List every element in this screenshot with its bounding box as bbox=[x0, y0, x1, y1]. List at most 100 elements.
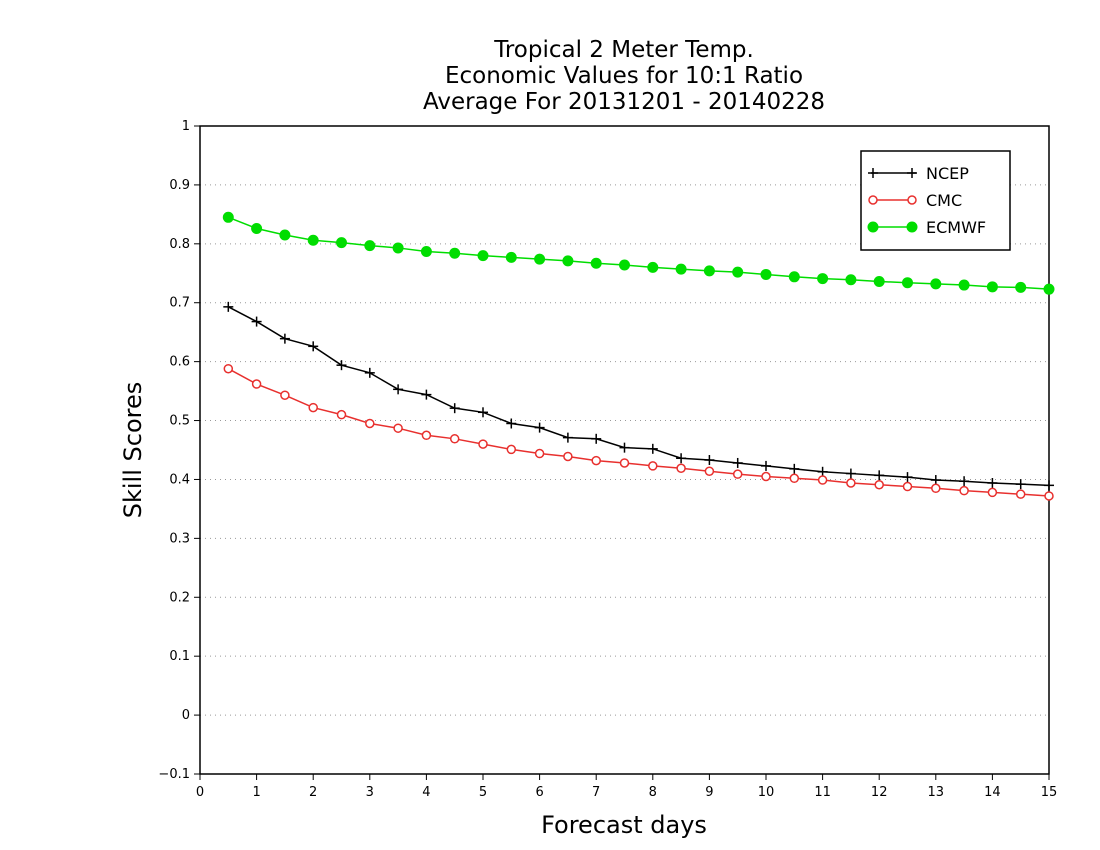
data-point-ecmwf bbox=[562, 255, 574, 267]
data-point-ecmwf bbox=[392, 242, 404, 254]
data-point-ncep bbox=[393, 384, 404, 395]
x-tick-label: 7 bbox=[592, 785, 600, 800]
data-point-cmc bbox=[336, 409, 347, 420]
data-point-cmc bbox=[676, 463, 686, 474]
data-point-ncep bbox=[789, 463, 800, 474]
data-point-ncep bbox=[364, 367, 375, 378]
data-point-ncep bbox=[902, 472, 913, 483]
data-point-ncep bbox=[704, 455, 715, 466]
data-point-ecmwf bbox=[930, 278, 942, 290]
data-point-ncep bbox=[1015, 479, 1026, 490]
data-point-ncep bbox=[1044, 480, 1054, 491]
data-point-ecmwf bbox=[760, 268, 772, 280]
data-point-cmc bbox=[563, 451, 573, 462]
data-point-ecmwf bbox=[251, 223, 263, 235]
data-point-ncep bbox=[874, 470, 885, 481]
data-point-ncep bbox=[562, 432, 573, 443]
data-point-cmc bbox=[280, 390, 290, 400]
data-point-cmc bbox=[591, 455, 601, 466]
data-point-ecmwf bbox=[307, 234, 319, 246]
y-tick-label: 0.1 bbox=[169, 649, 190, 664]
x-tick-label: 0 bbox=[196, 785, 204, 800]
y-tick-label: 0.3 bbox=[169, 531, 190, 546]
data-point-ncep bbox=[959, 476, 970, 487]
data-point-ecmwf bbox=[505, 251, 517, 263]
legend-items: NCEP CMC ECMWF bbox=[867, 164, 986, 237]
y-tick-label: 0.6 bbox=[169, 355, 190, 370]
data-point-ecmwf bbox=[703, 265, 715, 277]
legend-label-ecmwf: ECMWF bbox=[926, 218, 986, 237]
data-point-ecmwf bbox=[845, 274, 857, 286]
y-axis-ticks: −0.1 0 0.1 0.2 0.3 0.4 0.5 0.6 0.7 0.8 0.9 1 bbox=[158, 119, 200, 782]
legend: NCEP CMC ECMWF bbox=[860, 150, 1011, 251]
data-point-cmc bbox=[902, 481, 913, 492]
y-tick-label: 0.9 bbox=[169, 178, 190, 193]
legend-label-ncep: NCEP bbox=[926, 164, 969, 183]
data-point-ecmwf bbox=[364, 240, 376, 252]
data-point-cmc bbox=[789, 473, 800, 484]
data-point-ncep bbox=[336, 360, 347, 371]
data-point-ncep bbox=[845, 468, 856, 479]
y-tick-label: 0.5 bbox=[169, 414, 190, 429]
data-point-ecmwf bbox=[619, 259, 630, 271]
x-tick-label: 10 bbox=[758, 785, 775, 800]
legend-marker-ecmwf bbox=[906, 221, 918, 233]
data-point-cmc bbox=[506, 444, 517, 455]
data-point-cmc bbox=[846, 478, 856, 488]
legend-marker-ncep bbox=[907, 168, 917, 178]
x-tick-label: 14 bbox=[984, 785, 1001, 800]
series-layer bbox=[222, 211, 1055, 501]
data-point-ncep bbox=[449, 403, 460, 414]
series-ecmwf bbox=[222, 211, 1055, 295]
y-tick-label: 0.8 bbox=[169, 237, 190, 252]
data-point-ecmwf bbox=[817, 273, 829, 285]
data-point-ncep bbox=[676, 453, 687, 464]
data-point-cmc bbox=[704, 466, 715, 476]
data-point-ecmwf bbox=[420, 245, 432, 257]
data-point-cmc bbox=[817, 475, 828, 485]
data-point-cmc bbox=[393, 423, 403, 433]
data-point-ecmwf bbox=[279, 229, 291, 241]
data-point-cmc bbox=[874, 480, 884, 490]
chart-title-line-1: Tropical 2 Meter Temp. bbox=[493, 37, 754, 63]
x-tick-label: 13 bbox=[928, 785, 945, 800]
data-point-ncep bbox=[279, 333, 290, 344]
x-tick-label: 12 bbox=[871, 785, 888, 800]
data-point-cmc bbox=[959, 485, 969, 496]
data-point-cmc bbox=[1044, 491, 1054, 501]
data-point-cmc bbox=[648, 461, 658, 471]
data-point-ncep bbox=[251, 316, 262, 327]
data-point-ecmwf bbox=[958, 279, 970, 291]
data-point-ncep bbox=[421, 389, 432, 400]
chart-title: Tropical 2 Meter Temp. Economic Values f… bbox=[423, 37, 825, 115]
data-point-ecmwf bbox=[1015, 281, 1027, 293]
data-point-ncep bbox=[619, 442, 630, 453]
series-ncep bbox=[223, 301, 1054, 491]
data-point-cmc bbox=[478, 439, 488, 449]
data-point-ncep bbox=[732, 457, 743, 468]
x-tick-label: 9 bbox=[705, 785, 713, 800]
data-point-ecmwf bbox=[336, 237, 347, 249]
data-point-ncep bbox=[817, 466, 828, 477]
x-tick-label: 6 bbox=[535, 785, 543, 800]
data-point-ncep bbox=[308, 341, 319, 352]
data-point-ncep bbox=[223, 301, 234, 312]
x-tick-label: 2 bbox=[309, 785, 317, 800]
y-tick-label: 0.7 bbox=[169, 296, 190, 311]
legend-marker-ncep bbox=[868, 168, 878, 178]
y-axis-title: Skill Scores bbox=[119, 382, 147, 519]
y-tick-label: 0.4 bbox=[169, 472, 190, 487]
data-point-cmc bbox=[534, 448, 545, 459]
legend-item-cmc: CMC bbox=[868, 191, 962, 210]
x-tick-label: 15 bbox=[1041, 785, 1058, 800]
data-point-cmc bbox=[365, 418, 375, 429]
data-point-ecmwf bbox=[647, 261, 659, 273]
x-tick-label: 8 bbox=[649, 785, 657, 800]
chart-title-line-2: Economic Values for 10:1 Ratio bbox=[445, 63, 803, 89]
data-point-cmc bbox=[619, 458, 630, 468]
x-axis-title: Forecast days bbox=[541, 811, 707, 839]
y-tick-label: 1 bbox=[182, 119, 190, 134]
y-tick-label: 0 bbox=[182, 708, 190, 723]
plot-frame bbox=[199, 125, 1050, 775]
data-point-cmc bbox=[223, 363, 234, 374]
